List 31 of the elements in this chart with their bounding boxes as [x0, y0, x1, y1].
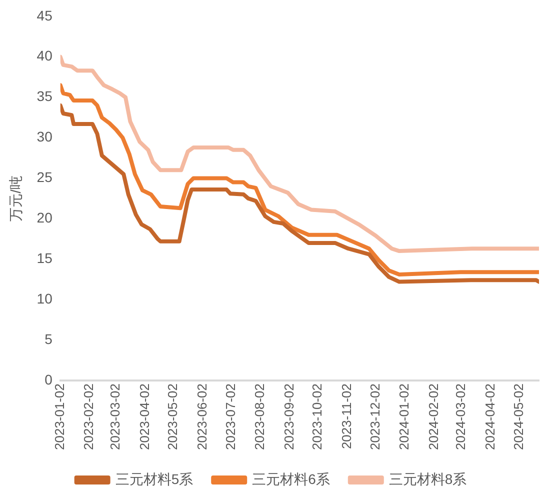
x-tick-label: 2023-09-02 [281, 384, 296, 450]
x-tick-label: 2023-03-02 [108, 384, 123, 450]
x-tick-label: 2023-02-02 [81, 384, 96, 450]
y-tick-label: 20 [36, 210, 53, 226]
x-tick-label: 2023-06-02 [194, 384, 210, 450]
y-tick-label: 40 [36, 48, 53, 64]
x-tick-label: 2024-04-02 [482, 384, 498, 450]
legend-label: 三元材料5系 [115, 470, 194, 487]
y-tick-label: 5 [44, 330, 53, 347]
x-tick-label: 2024-01-02 [396, 384, 412, 450]
y-tick-label: 35 [36, 88, 53, 104]
x-tick-label: 2024-05-02 [510, 384, 526, 450]
x-tick-label: 2023-04-02 [136, 384, 152, 450]
y-tick-label: 30 [36, 128, 53, 145]
y-axis-title: 万元/吨 [7, 176, 24, 222]
x-tick-label: 2023-05-02 [165, 384, 180, 450]
y-tick-label: 10 [36, 290, 53, 306]
y-tick-label: 25 [36, 169, 53, 186]
legend-label: 三元材料6系 [252, 470, 330, 487]
x-tick-label: 2024-03-02 [453, 384, 468, 450]
legend-label: 三元材料8系 [388, 470, 467, 487]
x-tick-label: 2023-12-02 [367, 384, 382, 450]
x-tick-label: 2023-11-02 [338, 384, 354, 450]
y-tick-label: 15 [36, 250, 53, 266]
x-tick-label: 2023-10-02 [310, 384, 325, 450]
x-tick-label: 2024-02-02 [426, 384, 441, 450]
x-tick-label: 2023-01-02 [52, 384, 67, 450]
y-tick-label: 45 [36, 7, 53, 24]
x-tick-label: 2023-08-02 [252, 384, 268, 450]
x-tick-label: 2023-07-02 [222, 384, 238, 450]
y-tick-label: 0 [44, 371, 53, 388]
